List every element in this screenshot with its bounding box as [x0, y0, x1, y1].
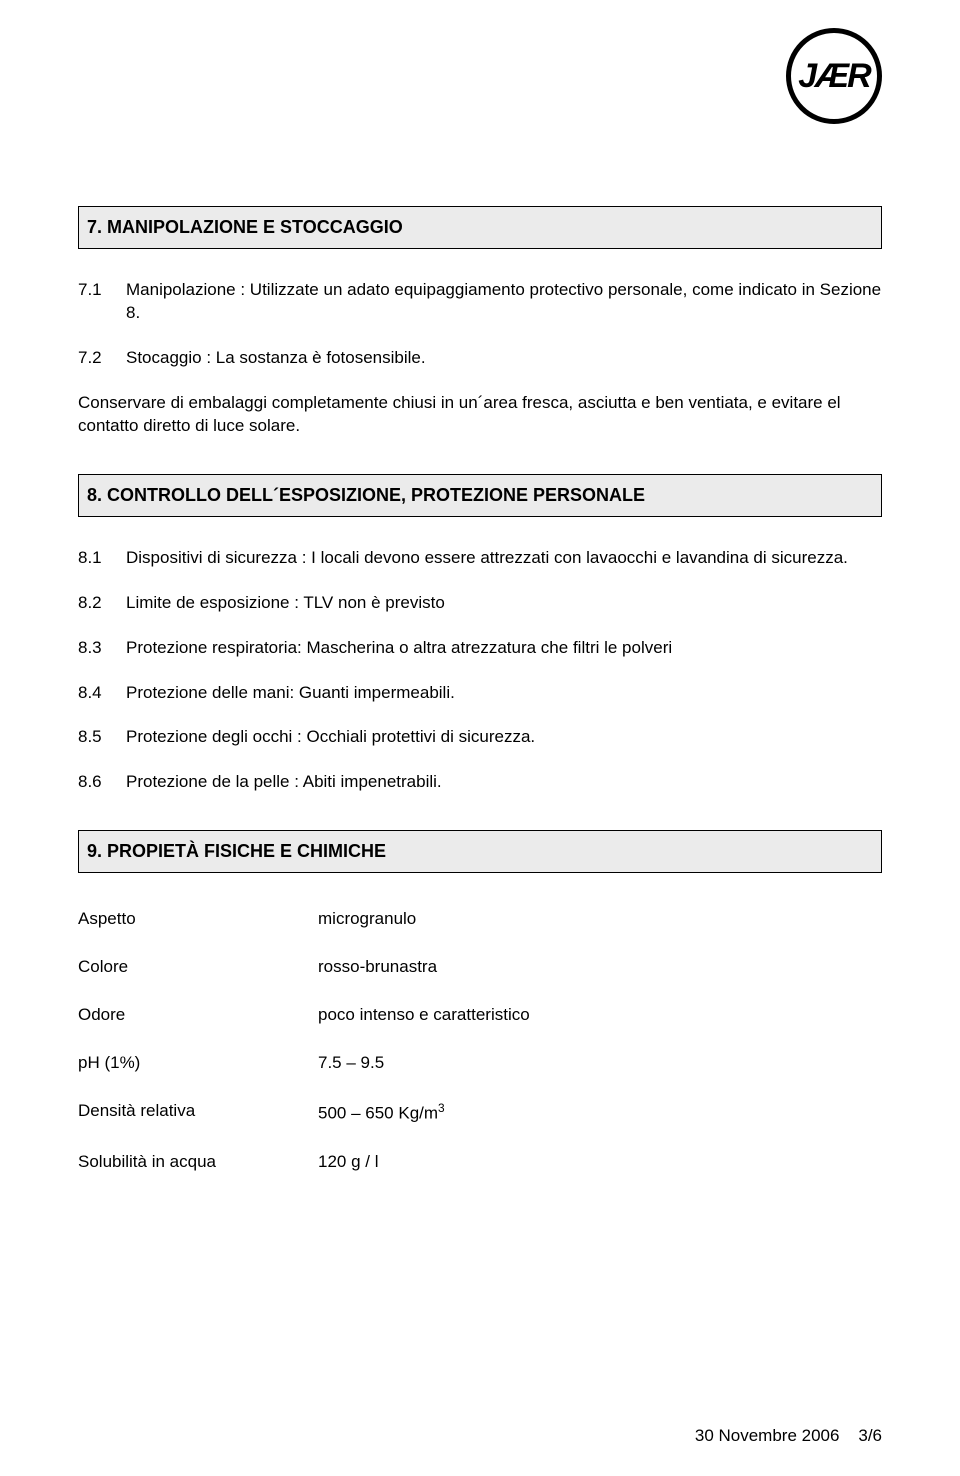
- property-row-colore: Colore rosso-brunastra: [78, 957, 882, 977]
- item-number: 7.2: [78, 347, 126, 370]
- brand-logo: JÆR: [786, 28, 882, 124]
- item-number: 8.1: [78, 547, 126, 570]
- item-text: Limite de esposizione : TLV non è previs…: [126, 592, 882, 615]
- item-number: 8.2: [78, 592, 126, 615]
- section-8-title: 8. CONTROLLO DELL´ESPOSIZIONE, PROTEZION…: [87, 485, 873, 506]
- page-footer: 30 Novembre 2006 3/6: [695, 1426, 882, 1446]
- property-row-aspetto: Aspetto microgranulo: [78, 909, 882, 929]
- item-8-6: 8.6 Protezione de la pelle : Abiti impen…: [78, 771, 882, 794]
- item-7-2: 7.2 Stocaggio : La sostanza è fotosensib…: [78, 347, 882, 370]
- item-8-4: 8.4 Protezione delle mani: Guanti imperm…: [78, 682, 882, 705]
- property-label: Solubilità in acqua: [78, 1152, 318, 1172]
- property-label: Odore: [78, 1005, 318, 1025]
- section-9-header: 9. PROPIETÀ FISICHE E CHIMICHE: [78, 830, 882, 873]
- property-label: Colore: [78, 957, 318, 977]
- item-8-3: 8.3 Protezione respiratoria: Mascherina …: [78, 637, 882, 660]
- footer-page-number: 3/6: [858, 1426, 882, 1445]
- item-8-5: 8.5 Protezione degli occhi : Occhiali pr…: [78, 726, 882, 749]
- item-text: Manipolazione : Utilizzate un adato equi…: [126, 279, 882, 325]
- item-number: 8.6: [78, 771, 126, 794]
- item-text: Protezione delle mani: Guanti impermeabi…: [126, 682, 882, 705]
- property-value: 500 – 650 Kg/m3: [318, 1101, 882, 1124]
- property-row-ph: pH (1%) 7.5 – 9.5: [78, 1053, 882, 1073]
- item-text: Protezione de la pelle : Abiti impenetra…: [126, 771, 882, 794]
- property-value: rosso-brunastra: [318, 957, 882, 977]
- section-7-header: 7. MANIPOLAZIONE E STOCCAGGIO: [78, 206, 882, 249]
- logo-circle: JÆR: [786, 28, 882, 124]
- item-number: 8.3: [78, 637, 126, 660]
- property-row-solubilita: Solubilità in acqua 120 g / l: [78, 1152, 882, 1172]
- properties-table: Aspetto microgranulo Colore rosso-brunas…: [78, 909, 882, 1172]
- item-number: 7.1: [78, 279, 126, 325]
- footer-date: 30 Novembre 2006: [695, 1426, 840, 1445]
- item-8-1: 8.1 Dispositivi di sicurezza : I locali …: [78, 547, 882, 570]
- superscript: 3: [438, 1101, 445, 1115]
- item-8-2: 8.2 Limite de esposizione : TLV non è pr…: [78, 592, 882, 615]
- section-7-title: 7. MANIPOLAZIONE E STOCCAGGIO: [87, 217, 873, 238]
- property-row-densita: Densità relativa 500 – 650 Kg/m3: [78, 1101, 882, 1124]
- section-7-paragraph: Conservare di embalaggi completamente ch…: [78, 392, 882, 438]
- item-text: Protezione respiratoria: Mascherina o al…: [126, 637, 882, 660]
- item-number: 8.4: [78, 682, 126, 705]
- property-value: 7.5 – 9.5: [318, 1053, 882, 1073]
- property-value-text: 500 – 650 Kg/m: [318, 1104, 438, 1123]
- section-9-title: 9. PROPIETÀ FISICHE E CHIMICHE: [87, 841, 873, 862]
- property-value: 120 g / l: [318, 1152, 882, 1172]
- item-7-1: 7.1 Manipolazione : Utilizzate un adato …: [78, 279, 882, 325]
- section-8-header: 8. CONTROLLO DELL´ESPOSIZIONE, PROTEZION…: [78, 474, 882, 517]
- item-text: Protezione degli occhi : Occhiali protet…: [126, 726, 882, 749]
- property-value: microgranulo: [318, 909, 882, 929]
- item-text: Stocaggio : La sostanza è fotosensibile.: [126, 347, 882, 370]
- property-row-odore: Odore poco intenso e caratteristico: [78, 1005, 882, 1025]
- property-label: Aspetto: [78, 909, 318, 929]
- item-number: 8.5: [78, 726, 126, 749]
- property-value: poco intenso e caratteristico: [318, 1005, 882, 1025]
- document-content: 7. MANIPOLAZIONE E STOCCAGGIO 7.1 Manipo…: [78, 40, 882, 1172]
- logo-text: JÆR: [798, 57, 869, 96]
- property-label: pH (1%): [78, 1053, 318, 1073]
- property-label: Densità relativa: [78, 1101, 318, 1124]
- item-text: Dispositivi di sicurezza : I locali devo…: [126, 547, 882, 570]
